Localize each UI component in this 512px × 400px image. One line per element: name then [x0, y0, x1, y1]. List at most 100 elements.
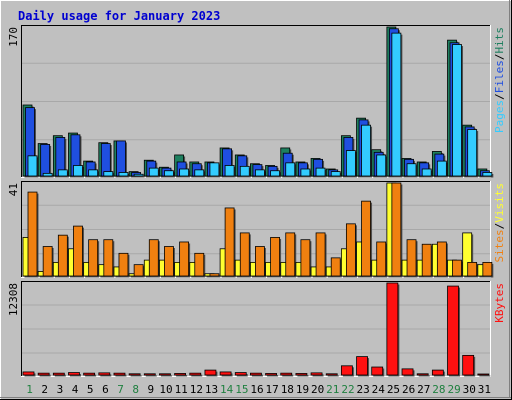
- bar-kbytes-day-2: [37, 372, 50, 376]
- bar-pages-day-20: [315, 167, 326, 177]
- legend-entry: /: [493, 93, 506, 100]
- bar-kbytes-day-23: [356, 356, 368, 376]
- bar-shadow: [135, 175, 145, 178]
- bar-kbytes-day-26: [401, 368, 414, 376]
- bar-pages-day-1: [27, 155, 38, 177]
- bar-pages-day-28: [436, 160, 447, 177]
- bar-pages-day-26: [406, 163, 417, 177]
- bar-pages-day-8: [133, 173, 144, 177]
- x-tick-label: 14: [220, 383, 234, 396]
- legend-entry: Sites: [493, 229, 506, 262]
- bar-kbytes-day-22: [340, 365, 353, 376]
- y-max-label: 41: [7, 183, 20, 196]
- x-tick-label: 15: [235, 383, 248, 396]
- bar-kbytes-day-3: [52, 372, 65, 376]
- x-tick-label: 21: [326, 383, 339, 396]
- x-tick-label: 25: [387, 383, 400, 396]
- bar-visits-day-24: [376, 241, 387, 277]
- bar-kbytes-day-8: [128, 373, 141, 376]
- x-tick-label: 9: [148, 383, 155, 396]
- bar-pages-day-17: [270, 170, 280, 177]
- panel-legend: Pages/Files/Hits: [493, 27, 506, 133]
- bar-visits-day-21: [330, 257, 341, 277]
- bar-pages-day-3: [57, 169, 68, 177]
- legend-entry: Visits: [493, 183, 506, 223]
- panel-legend: KBytes: [493, 283, 506, 323]
- bar-kbytes-day-25: [386, 282, 399, 376]
- x-tick-label: 17: [266, 383, 279, 396]
- bar-pages-day-23: [361, 124, 371, 177]
- bar-kbytes-day-7: [113, 372, 126, 376]
- bar-kbytes-day-28: [431, 369, 444, 376]
- x-tick-label: 7: [117, 383, 124, 396]
- legend-entry: /: [493, 223, 506, 230]
- bar-visits-day-28: [436, 241, 447, 277]
- x-tick-label: 2: [41, 383, 48, 396]
- x-tick-label: 8: [132, 383, 139, 396]
- bar-kbytes-day-11: [174, 373, 187, 376]
- bar-pages-day-18: [285, 162, 296, 177]
- bar-visits-day-9: [148, 239, 159, 277]
- bar-kbytes-day-9: [143, 373, 156, 376]
- bar-shadow: [479, 375, 491, 377]
- bar-files-day-7: [116, 140, 126, 177]
- bar-shadow: [115, 374, 127, 377]
- x-tick-label: 28: [432, 383, 445, 396]
- bar-pages-day-27: [421, 168, 432, 177]
- bar-kbytes-day-5: [83, 372, 96, 376]
- bar-visits-day-5: [88, 239, 99, 277]
- panel-kbytes: 12308 KBytes: [7, 281, 506, 377]
- bar-visits-day-19: [300, 239, 311, 277]
- bar-kbytes-day-29: [447, 285, 459, 376]
- bar-files-day-2: [40, 144, 51, 177]
- x-tick-label: 20: [311, 383, 324, 396]
- bar-pages-day-9: [148, 167, 159, 177]
- x-tick-label: 16: [250, 383, 263, 396]
- legend-entry: Hits: [493, 27, 506, 54]
- bar-visits-day-25: [391, 182, 402, 277]
- bar-shadow: [312, 374, 324, 377]
- bar-visits-day-7: [118, 252, 129, 277]
- x-tick-label: 18: [281, 383, 294, 396]
- bar-visits-day-1: [27, 191, 38, 277]
- bar-visits-day-18: [285, 232, 296, 277]
- bar-kbytes-day-16: [250, 372, 262, 376]
- bar-visits-day-23: [361, 200, 371, 277]
- bar-visits-day-3: [57, 234, 68, 277]
- bar-kbytes-day-10: [159, 373, 171, 376]
- bar-visits-day-22: [345, 223, 356, 277]
- x-tick-label: 1: [26, 383, 33, 396]
- bar-pages-day-12: [194, 169, 205, 177]
- bar-kbytes-day-27: [416, 373, 429, 376]
- x-tick-label: 11: [175, 383, 188, 396]
- bar-kbytes-day-19: [295, 373, 308, 376]
- bar-kbytes-day-6: [98, 372, 111, 376]
- legend-entry: Pages: [493, 100, 506, 133]
- bar-pages-day-22: [345, 150, 356, 177]
- panel-visits-sites: 41 Sites/Visits: [7, 181, 506, 278]
- bar-pages-day-16: [255, 169, 265, 177]
- x-tick-label: 29: [447, 383, 460, 396]
- panel-legend: Sites/Visits: [493, 183, 506, 263]
- x-tick-label: 26: [402, 383, 415, 396]
- bar-visits-day-10: [164, 246, 174, 277]
- bar-visits-day-15: [239, 232, 250, 277]
- bar-shadow: [100, 374, 112, 377]
- bar-shadow: [327, 375, 339, 377]
- bar-visits-day-17: [270, 237, 280, 277]
- bar-kbytes-day-14: [219, 371, 232, 376]
- chart-title: Daily usage for January 2023: [18, 9, 220, 23]
- bar-kbytes-day-13: [204, 369, 217, 376]
- x-tick-label: 12: [190, 383, 203, 396]
- bar-kbytes-day-1: [22, 371, 35, 376]
- bar-kbytes-day-30: [462, 354, 475, 376]
- bar-pages-day-19: [300, 168, 311, 177]
- x-tick-label: 5: [87, 383, 94, 396]
- bar-kbytes-day-18: [280, 372, 293, 376]
- bar-kbytes-day-31: [477, 373, 490, 376]
- bar-kbytes-day-4: [68, 372, 80, 376]
- bar-shadow: [418, 375, 430, 377]
- bar-visits-day-8: [133, 264, 144, 277]
